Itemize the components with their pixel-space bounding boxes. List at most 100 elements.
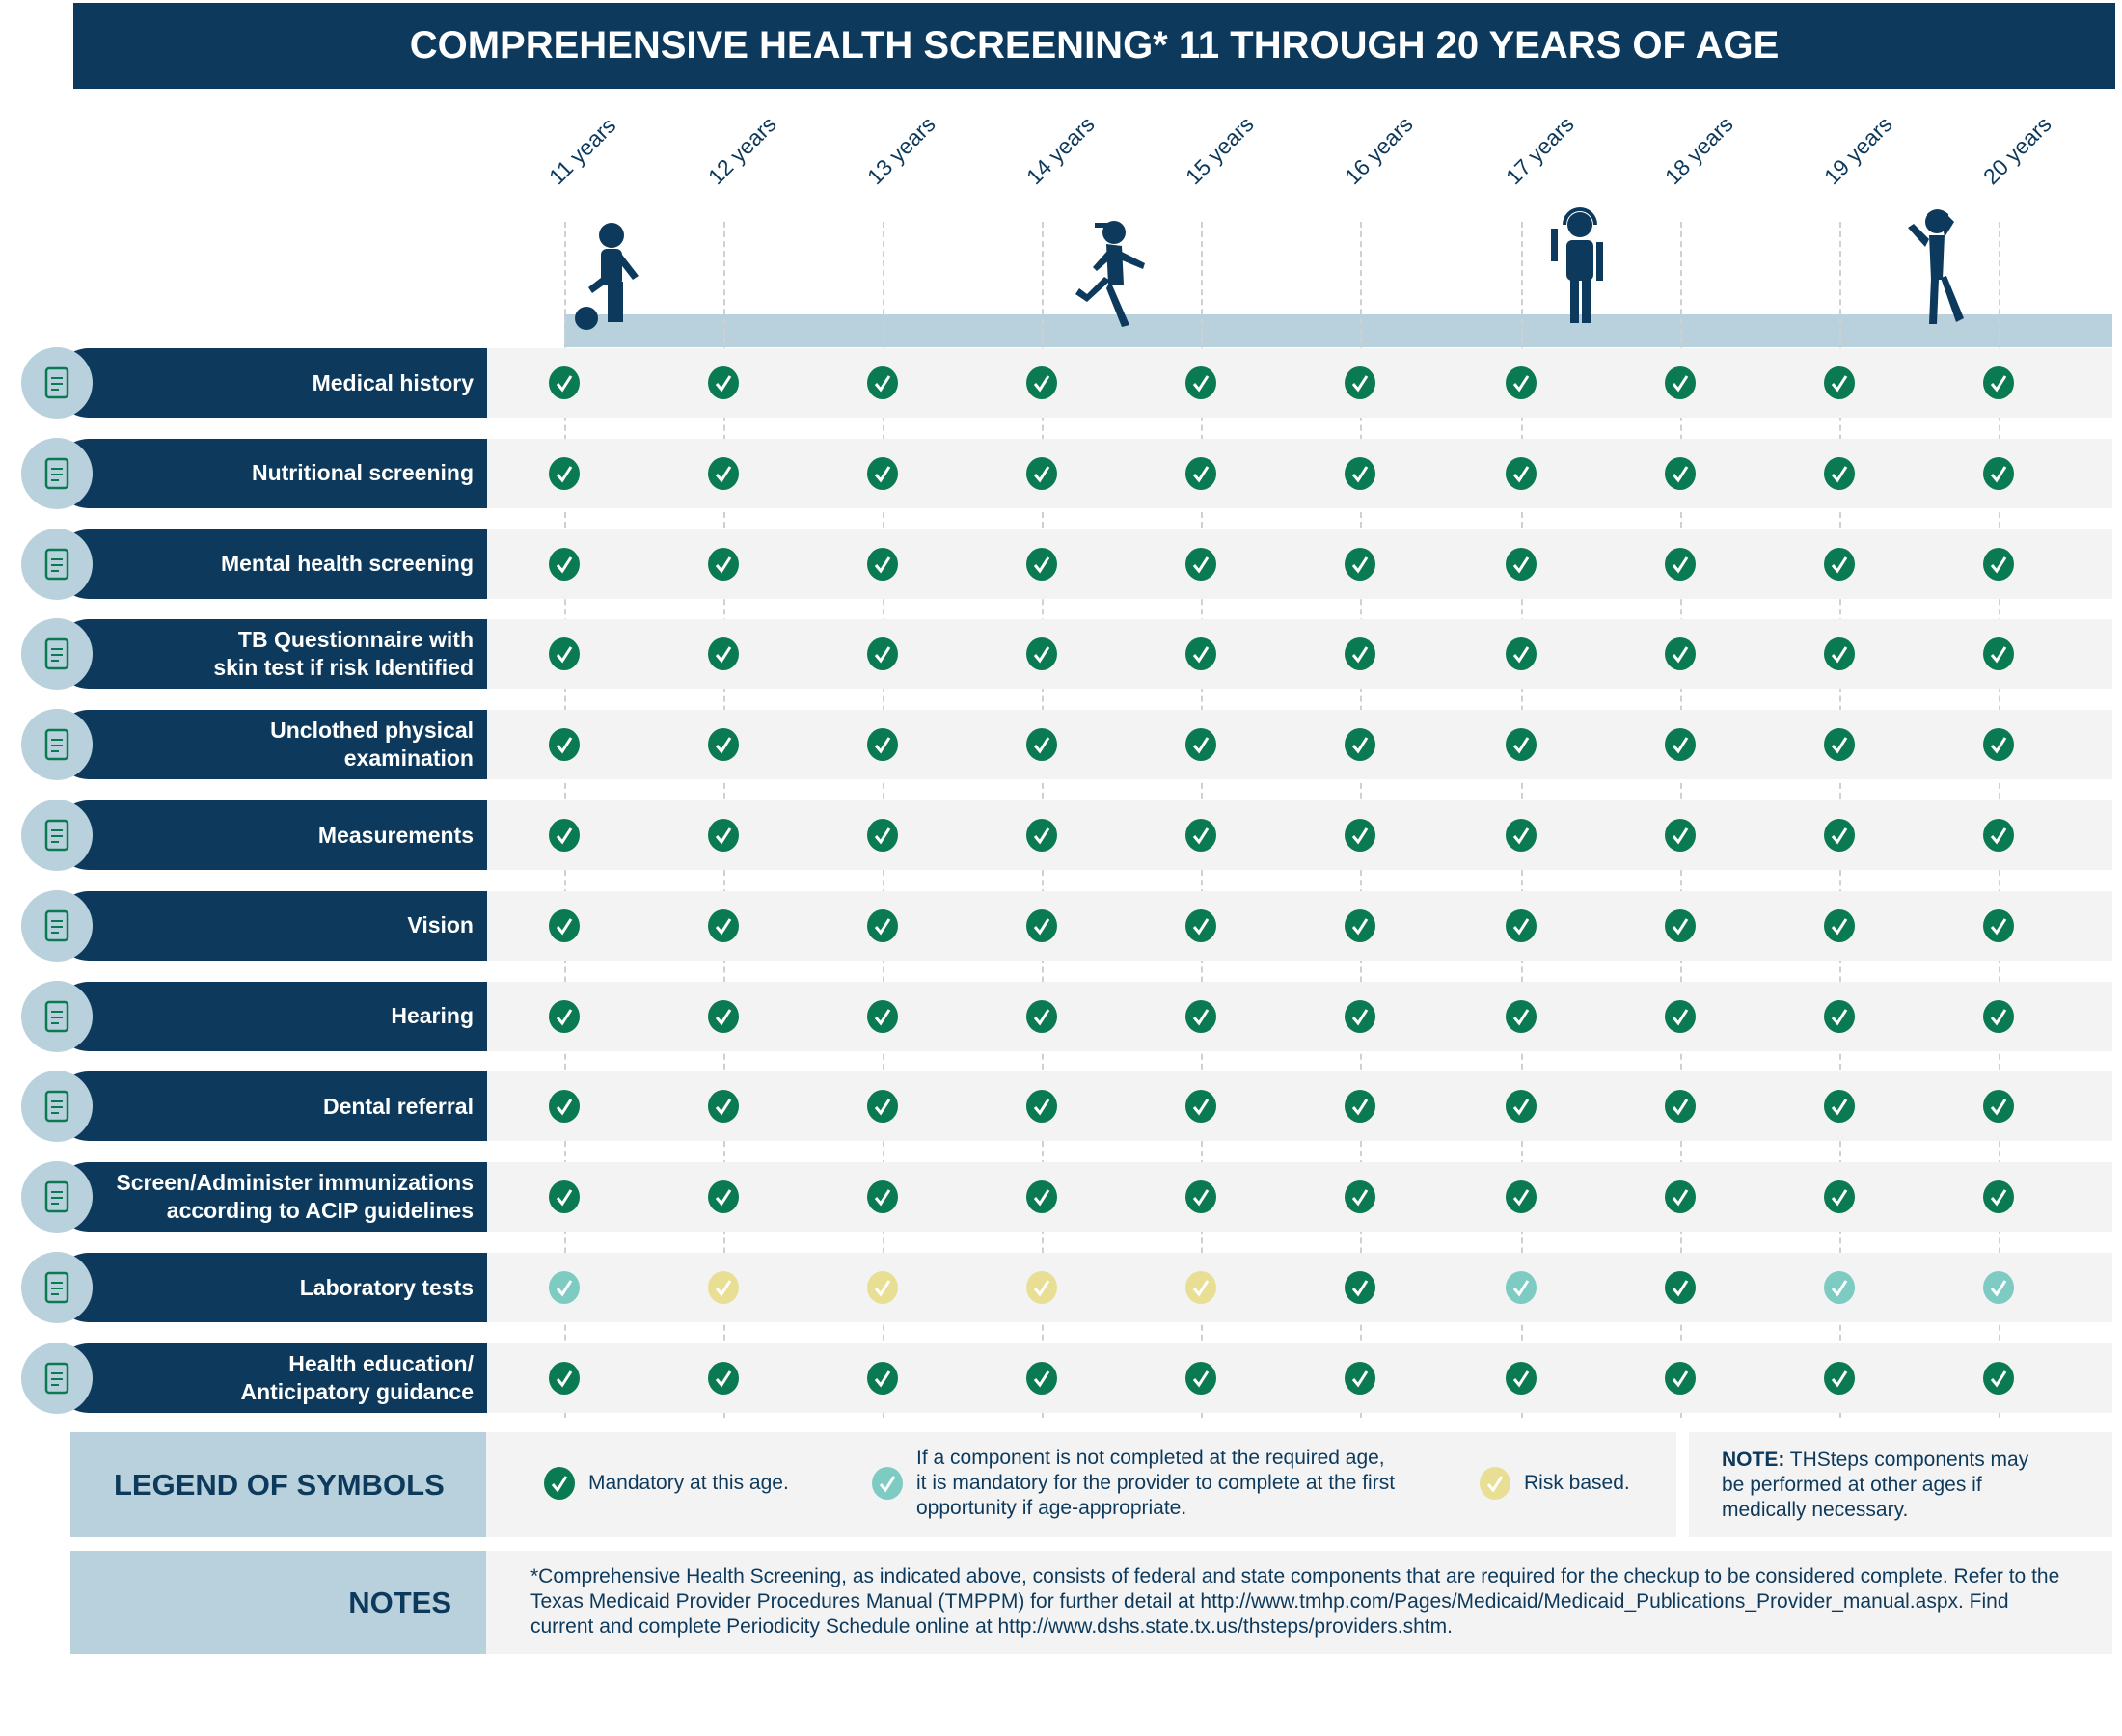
person-thinking-icon — [1908, 209, 1964, 324]
mandatory-check-icon — [544, 1467, 575, 1500]
check-mandatory-icon — [549, 999, 580, 1033]
check-mandatory-icon — [1345, 1361, 1375, 1395]
check-mandatory-icon — [549, 819, 580, 852]
check-mandatory-icon — [1983, 547, 2014, 581]
check-mandatory-icon — [1345, 366, 1375, 399]
check-mandatory-icon — [1185, 819, 1216, 852]
notes-text: *Comprehensive Health Screening, as indi… — [486, 1551, 2112, 1654]
microscope-icon — [21, 1252, 93, 1323]
check-mandatory-icon — [708, 909, 739, 942]
check-mandatory-icon — [867, 366, 898, 399]
screening-row: Laboratory tests — [0, 1252, 2122, 1323]
check-mandatory-icon — [1026, 637, 1057, 671]
clipboard-icon — [21, 347, 93, 419]
check-mandatory-icon — [708, 456, 739, 490]
check-mandatory-icon — [549, 909, 580, 942]
check-mandatory-icon — [1185, 1180, 1216, 1214]
check-mandatory-icon — [549, 547, 580, 581]
check-mandatory-icon — [1506, 999, 1537, 1033]
age-band — [564, 314, 2112, 347]
check-mandatory-icon — [1824, 366, 1855, 399]
screening-row: Nutritional screening — [0, 437, 2122, 509]
check-mandatory-icon — [1345, 1271, 1375, 1304]
check-mandatory-icon — [1345, 547, 1375, 581]
age-label: 14 years — [1020, 111, 1100, 190]
check-mandatory-icon — [1983, 366, 2014, 399]
screening-row: Unclothed physical examination — [0, 709, 2122, 781]
check-mandatory-icon — [1665, 456, 1696, 490]
book-pencil-icon — [21, 1342, 93, 1414]
notes: NOTES *Comprehensive Health Screening, a… — [70, 1551, 2112, 1654]
check-mandatory-icon — [708, 1090, 739, 1124]
check-mandatory-icon — [867, 1180, 898, 1214]
risk-check-icon — [1480, 1467, 1510, 1500]
check-mandatory-icon — [1026, 547, 1057, 581]
check-mandatory-icon — [1026, 909, 1057, 942]
check-mandatory-icon — [1983, 1090, 2014, 1124]
eye-chart-icon — [21, 889, 93, 962]
check-mandatory-icon — [1824, 456, 1855, 490]
page-title: COMPREHENSIVE HEALTH SCREENING* 11 THROU… — [73, 3, 2115, 89]
row-label: Measurements — [54, 800, 487, 870]
syringe-icon — [21, 1161, 93, 1234]
screening-row: Measurements — [0, 800, 2122, 871]
check-mandatory-icon — [1345, 819, 1375, 852]
check-mandatory-icon — [549, 1180, 580, 1214]
note-label: NOTE: — [1722, 1449, 1785, 1471]
check-mandatory-icon — [1506, 1180, 1537, 1214]
check-mandatory-icon — [1026, 999, 1057, 1033]
check-mandatory-icon — [1824, 819, 1855, 852]
check-mandatory-icon — [1824, 728, 1855, 762]
age-label: 20 years — [1977, 111, 2056, 190]
check-mandatory-icon — [867, 1361, 898, 1395]
row-label: Health education/ Anticipatory guidance — [54, 1343, 487, 1413]
row-label: Hearing — [54, 981, 487, 1051]
check-mandatory-icon — [1185, 637, 1216, 671]
check-mandatory-icon — [708, 1361, 739, 1395]
check-catch-up-icon — [1983, 1271, 2014, 1304]
check-mandatory-icon — [1185, 1090, 1216, 1124]
check-mandatory-icon — [549, 366, 580, 399]
check-mandatory-icon — [708, 819, 739, 852]
note-text: THSteps components may be performed at o… — [1722, 1449, 2029, 1521]
check-mandatory-icon — [1345, 637, 1375, 671]
check-risk-icon — [1026, 1271, 1057, 1304]
screening-row: Screen/Administer immunizations accordin… — [0, 1161, 2122, 1234]
check-risk-icon — [867, 1271, 898, 1304]
check-mandatory-icon — [1665, 637, 1696, 671]
row-label: Dental referral — [54, 1071, 487, 1142]
check-mandatory-icon — [1345, 728, 1375, 762]
check-mandatory-icon — [1506, 547, 1537, 581]
check-mandatory-icon — [1345, 909, 1375, 942]
row-label: Screen/Administer immunizations accordin… — [54, 1162, 487, 1233]
row-label: Unclothed physical examination — [54, 710, 487, 780]
check-mandatory-icon — [549, 1361, 580, 1395]
check-mandatory-icon — [1185, 909, 1216, 942]
check-mandatory-icon — [1345, 456, 1375, 490]
ear-icon — [21, 980, 93, 1052]
check-mandatory-icon — [867, 547, 898, 581]
check-mandatory-icon — [1185, 456, 1216, 490]
check-mandatory-icon — [1026, 728, 1057, 762]
check-mandatory-icon — [1983, 1180, 2014, 1214]
age-label: 11 years — [543, 112, 621, 190]
age-label: 16 years — [1339, 111, 1418, 190]
age-label: 19 years — [1818, 111, 1897, 190]
checklist-icon — [21, 618, 93, 691]
stethoscope-icon — [21, 709, 93, 781]
screening-row: Hearing — [0, 980, 2122, 1052]
check-mandatory-icon — [1983, 456, 2014, 490]
age-label: 18 years — [1659, 111, 1738, 190]
check-mandatory-icon — [867, 728, 898, 762]
check-mandatory-icon — [708, 728, 739, 762]
check-mandatory-icon — [1983, 637, 2014, 671]
check-mandatory-icon — [1665, 547, 1696, 581]
legend-risk: Risk based. — [1524, 1472, 1630, 1494]
check-mandatory-icon — [1345, 1180, 1375, 1214]
check-mandatory-icon — [1185, 1361, 1216, 1395]
check-mandatory-icon — [549, 637, 580, 671]
check-mandatory-icon — [1185, 547, 1216, 581]
person-running-icon — [1075, 221, 1145, 327]
age-label: 17 years — [1500, 111, 1579, 190]
check-mandatory-icon — [1824, 547, 1855, 581]
